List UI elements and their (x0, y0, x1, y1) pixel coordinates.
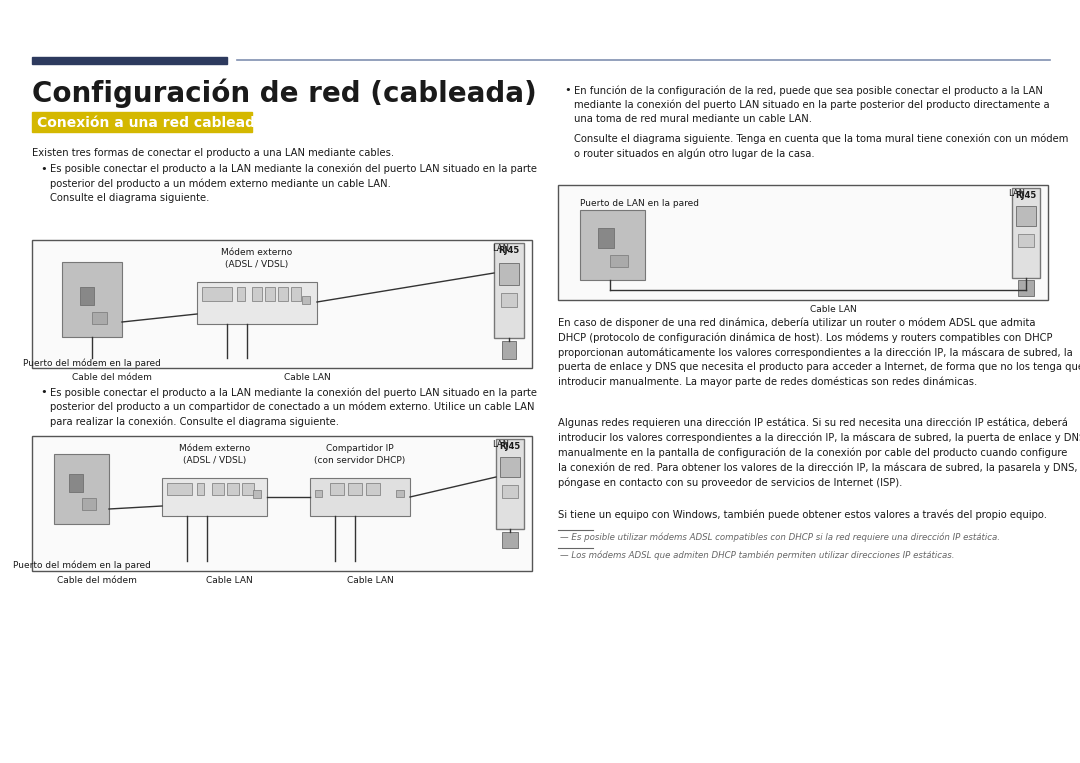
FancyBboxPatch shape (501, 293, 517, 307)
FancyBboxPatch shape (502, 532, 518, 548)
FancyBboxPatch shape (302, 296, 310, 304)
Text: Existen tres formas de conectar el producto a una LAN mediante cables.: Existen tres formas de conectar el produ… (32, 148, 394, 158)
Text: Cable LAN: Cable LAN (206, 576, 253, 585)
Text: Cable LAN: Cable LAN (347, 576, 393, 585)
FancyBboxPatch shape (167, 483, 192, 495)
FancyBboxPatch shape (62, 262, 122, 337)
Text: Configuración de red (cableada): Configuración de red (cableada) (32, 78, 537, 108)
Text: Si tiene un equipo con Windows, también puede obtener estos valores a través del: Si tiene un equipo con Windows, también … (558, 510, 1047, 520)
Text: Puerto de LAN en la pared: Puerto de LAN en la pared (580, 199, 699, 208)
FancyBboxPatch shape (499, 263, 519, 285)
FancyBboxPatch shape (197, 483, 204, 495)
FancyBboxPatch shape (1018, 234, 1034, 247)
FancyBboxPatch shape (202, 287, 232, 301)
Text: Módem externo
(ADSL / VDSL): Módem externo (ADSL / VDSL) (221, 248, 293, 269)
Text: Cable LAN: Cable LAN (810, 305, 856, 314)
FancyBboxPatch shape (162, 478, 267, 516)
Text: Cable del módem: Cable del módem (56, 576, 136, 585)
Text: Es posible conectar el producto a la LAN mediante la conexión del puerto LAN sit: Es posible conectar el producto a la LAN… (50, 387, 537, 427)
Text: Consulte el diagrama siguiente. Tenga en cuenta que la toma mural tiene conexión: Consulte el diagrama siguiente. Tenga en… (573, 134, 1068, 159)
FancyBboxPatch shape (1016, 206, 1036, 226)
FancyBboxPatch shape (32, 112, 252, 132)
FancyBboxPatch shape (252, 287, 262, 301)
Text: Algunas redes requieren una dirección IP estática. Si su red necesita una direcc: Algunas redes requieren una dirección IP… (558, 418, 1080, 488)
FancyBboxPatch shape (212, 483, 224, 495)
Text: Cable del módem: Cable del módem (72, 373, 152, 382)
FancyBboxPatch shape (291, 287, 301, 301)
FancyBboxPatch shape (253, 490, 261, 498)
FancyBboxPatch shape (32, 57, 227, 64)
FancyBboxPatch shape (610, 255, 627, 267)
Text: Módem externo
(ADSL / VDSL): Módem externo (ADSL / VDSL) (179, 444, 251, 465)
Text: •: • (564, 85, 570, 95)
Text: En función de la configuración de la red, puede que sea posible conectar el prod: En función de la configuración de la red… (573, 85, 1050, 124)
Text: — Los módems ADSL que admiten DHCP también permiten utilizar direcciones IP está: — Los módems ADSL que admiten DHCP tambi… (561, 551, 955, 561)
Text: Conexión a una red cableada: Conexión a una red cableada (37, 116, 265, 130)
FancyBboxPatch shape (54, 454, 109, 524)
FancyBboxPatch shape (237, 287, 245, 301)
FancyBboxPatch shape (580, 210, 645, 280)
Text: •: • (40, 387, 46, 397)
FancyBboxPatch shape (496, 439, 524, 529)
Text: RJ45: RJ45 (1015, 191, 1037, 200)
FancyBboxPatch shape (242, 483, 254, 495)
FancyBboxPatch shape (69, 474, 83, 492)
FancyBboxPatch shape (330, 483, 345, 495)
FancyBboxPatch shape (1018, 280, 1034, 296)
FancyBboxPatch shape (558, 185, 1048, 300)
FancyBboxPatch shape (278, 287, 288, 301)
FancyBboxPatch shape (598, 228, 615, 248)
Text: Compartidor IP
(con servidor DHCP): Compartidor IP (con servidor DHCP) (314, 444, 406, 465)
Text: LAN: LAN (492, 440, 509, 449)
FancyBboxPatch shape (502, 485, 518, 498)
Text: RJ45: RJ45 (499, 442, 521, 451)
Text: •: • (40, 164, 46, 174)
Text: LAN: LAN (492, 244, 509, 253)
FancyBboxPatch shape (315, 490, 322, 497)
Text: En caso de disponer de una red dinámica, debería utilizar un router o módem ADSL: En caso de disponer de una red dinámica,… (558, 318, 1080, 387)
FancyBboxPatch shape (82, 498, 96, 510)
Text: LAN: LAN (1008, 189, 1025, 198)
Text: Puerto del módem en la pared: Puerto del módem en la pared (23, 358, 161, 368)
Text: Cable LAN: Cable LAN (284, 373, 330, 382)
Text: Es posible conectar el producto a la LAN mediante la conexión del puerto LAN sit: Es posible conectar el producto a la LAN… (50, 164, 537, 203)
FancyBboxPatch shape (265, 287, 275, 301)
FancyBboxPatch shape (197, 282, 318, 324)
Text: RJ45: RJ45 (498, 246, 519, 255)
FancyBboxPatch shape (1012, 188, 1040, 278)
FancyBboxPatch shape (502, 341, 516, 359)
FancyBboxPatch shape (366, 483, 380, 495)
FancyBboxPatch shape (500, 457, 519, 477)
FancyBboxPatch shape (32, 436, 532, 571)
FancyBboxPatch shape (494, 243, 524, 338)
FancyBboxPatch shape (310, 478, 410, 516)
FancyBboxPatch shape (348, 483, 362, 495)
FancyBboxPatch shape (396, 490, 404, 497)
FancyBboxPatch shape (80, 287, 94, 305)
FancyBboxPatch shape (92, 312, 107, 324)
Text: Puerto del módem en la pared: Puerto del módem en la pared (13, 561, 150, 571)
FancyBboxPatch shape (227, 483, 239, 495)
FancyBboxPatch shape (32, 240, 532, 368)
Text: — Es posible utilizar módems ADSL compatibles con DHCP si la red requiere una di: — Es posible utilizar módems ADSL compat… (561, 533, 1000, 542)
